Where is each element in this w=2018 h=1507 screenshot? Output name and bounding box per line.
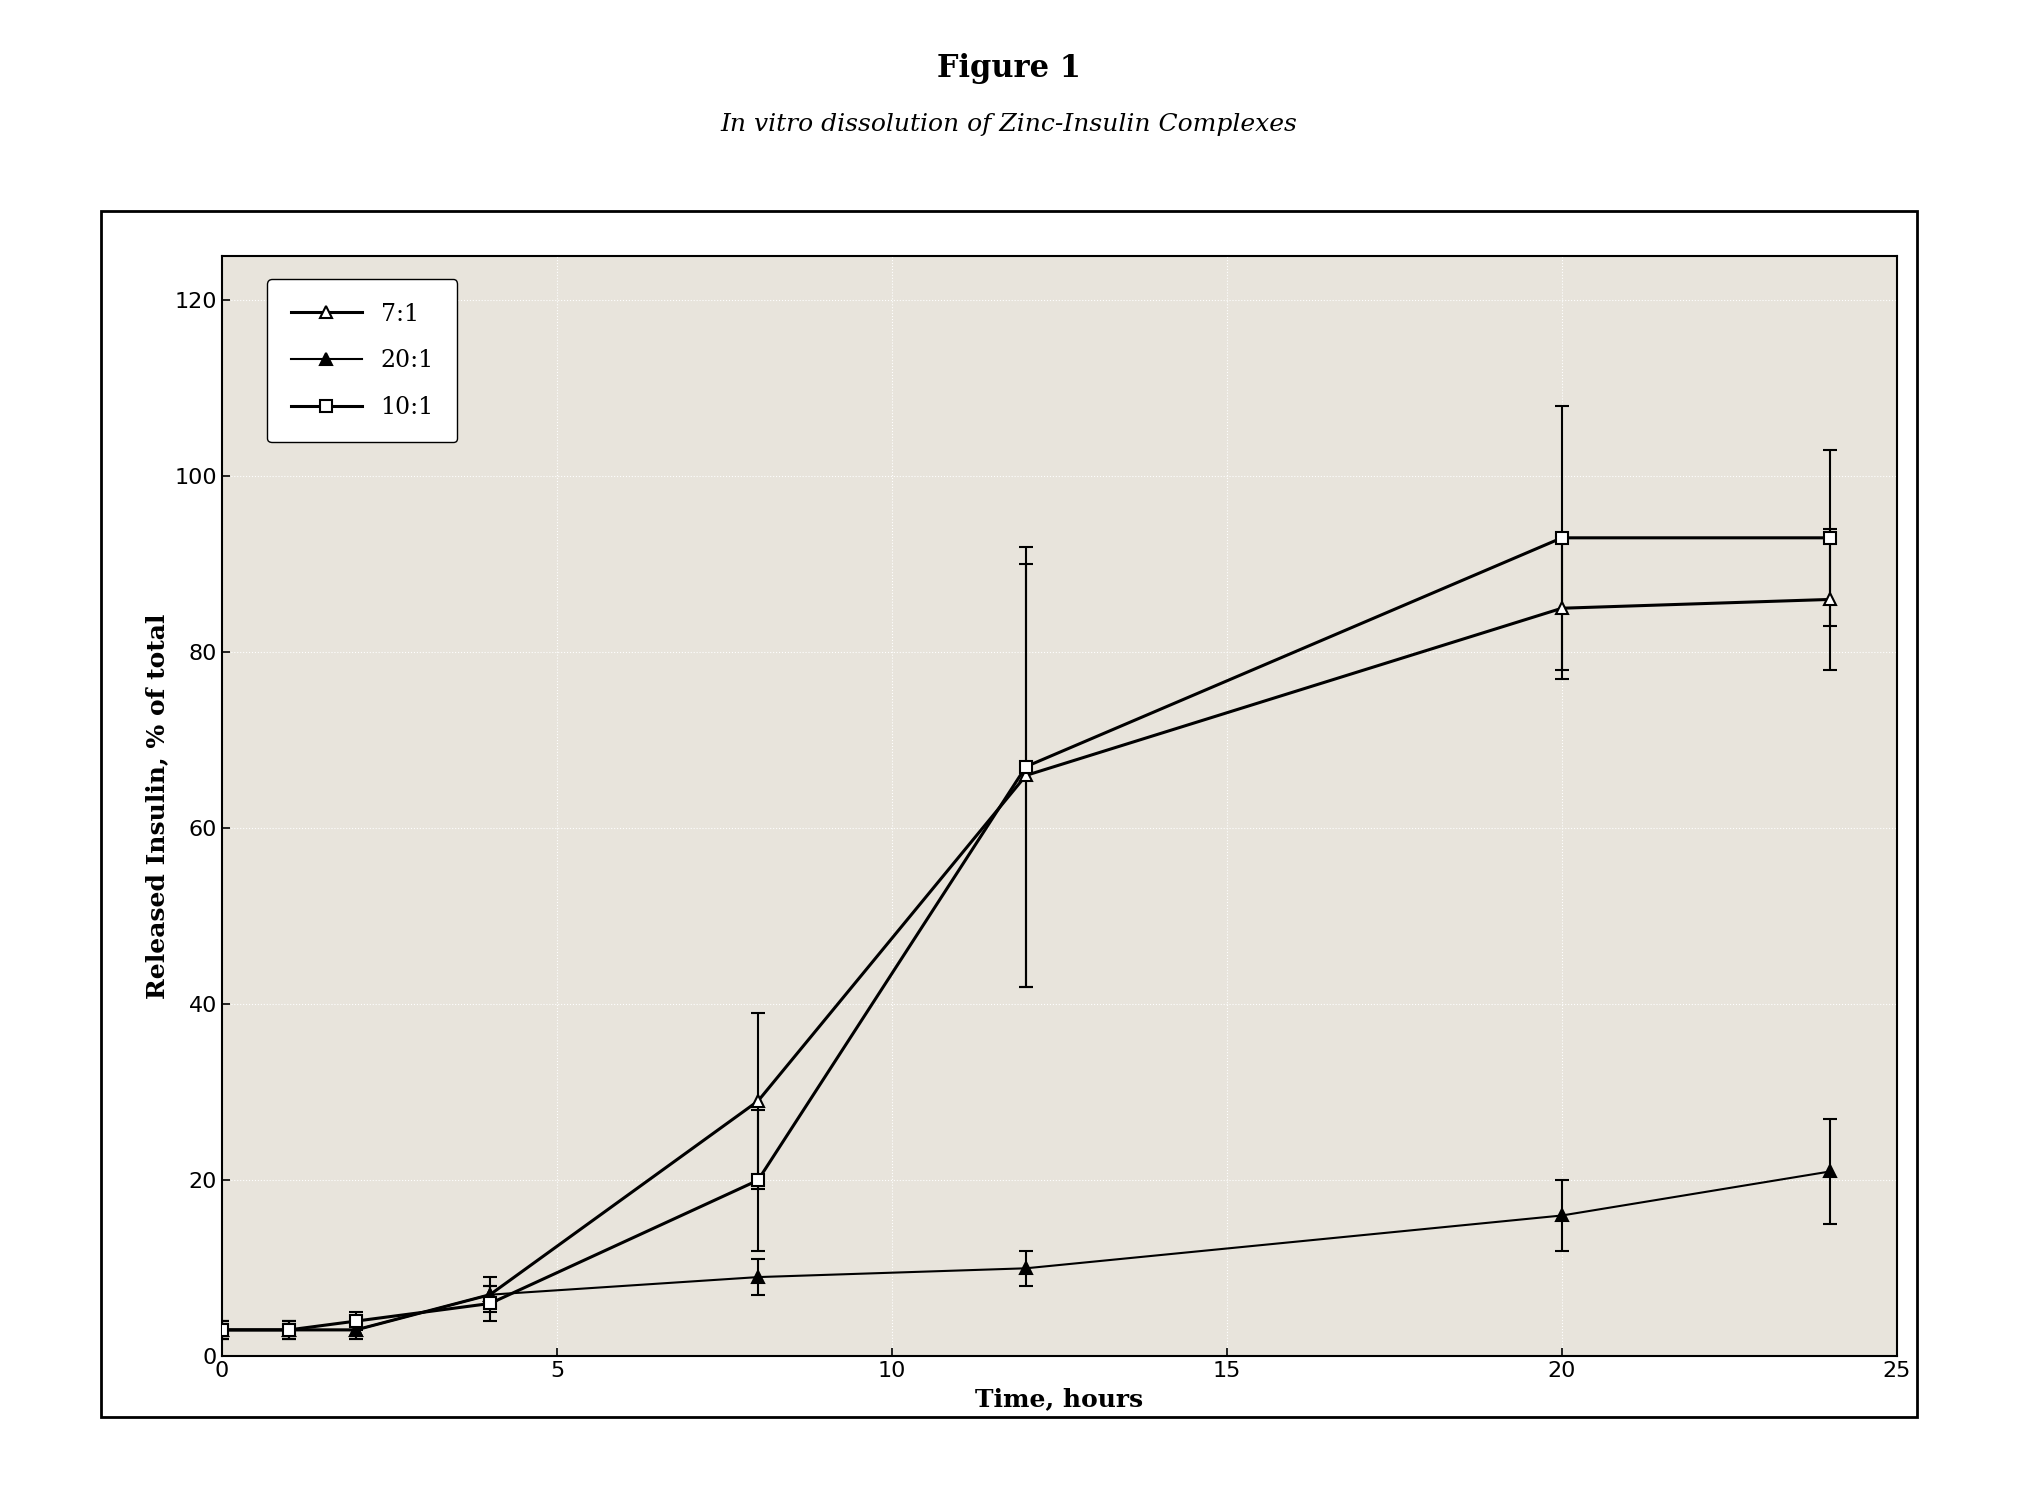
Y-axis label: Released Insulin, % of total: Released Insulin, % of total [145, 613, 170, 999]
Legend: 7:1, 20:1, 10:1: 7:1, 20:1, 10:1 [266, 279, 458, 443]
X-axis label: Time, hours: Time, hours [975, 1386, 1144, 1411]
Text: In vitro dissolution of Zinc-Insulin Complexes: In vitro dissolution of Zinc-Insulin Com… [720, 113, 1298, 136]
Text: Figure 1: Figure 1 [936, 53, 1082, 84]
